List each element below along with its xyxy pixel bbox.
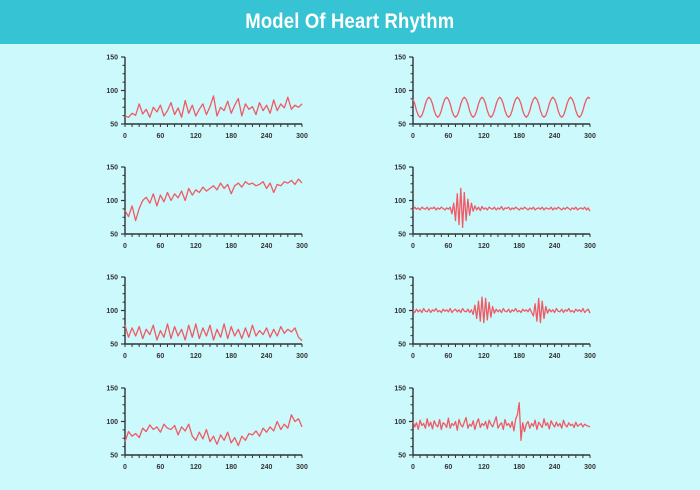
- chart-right-3: 50 100 150 0 60 120 180 240 300: [394, 275, 596, 361]
- x-tick-label: 180: [225, 133, 237, 140]
- x-tick-label: 120: [478, 133, 490, 140]
- x-tick-label: 120: [190, 464, 202, 471]
- x-tick-label: 0: [411, 464, 415, 471]
- x-tick-label: 240: [549, 464, 561, 471]
- y-tick-label: 150: [394, 275, 406, 282]
- x-tick-label: 120: [190, 133, 202, 140]
- x-tick-label: 0: [123, 243, 127, 250]
- x-tick-label: 180: [513, 243, 525, 250]
- x-tick-label: 300: [296, 133, 308, 140]
- x-tick-label: 180: [513, 133, 525, 140]
- x-tick-label: 180: [513, 464, 525, 471]
- x-tick-label: 120: [190, 243, 202, 250]
- chart-left-4: 50 100 150 0 60 120 180 240 300: [106, 386, 308, 472]
- page-title: Model Of Heart Rhythm: [245, 10, 455, 33]
- y-tick-label: 150: [106, 275, 118, 282]
- y-tick-label: 50: [398, 232, 406, 239]
- chart-left-3: 50 100 150 0 60 120 180 240 300: [106, 275, 308, 361]
- chart-left-1: 50 100 150 0 60 120 180 240 300: [106, 55, 308, 141]
- y-tick-label: 50: [398, 342, 406, 349]
- x-tick-label: 240: [261, 243, 273, 250]
- x-tick-label: 0: [411, 243, 415, 250]
- x-tick-label: 180: [225, 243, 237, 250]
- x-tick-label: 300: [296, 243, 308, 250]
- y-tick-label: 150: [394, 165, 406, 172]
- series-line: [412, 402, 591, 441]
- chart-right-2: 50 100 150 0 60 120 180 240 300: [394, 165, 596, 251]
- series-line: [412, 296, 591, 324]
- x-tick-label: 60: [157, 133, 165, 140]
- x-tick-label: 0: [411, 133, 415, 140]
- x-tick-label: 120: [478, 464, 490, 471]
- y-tick-label: 50: [110, 342, 118, 349]
- y-tick-label: 150: [106, 386, 118, 393]
- y-tick-label: 100: [394, 88, 406, 95]
- y-tick-label: 100: [106, 308, 118, 315]
- y-tick-label: 150: [106, 165, 118, 172]
- x-tick-label: 240: [261, 464, 273, 471]
- y-tick-label: 50: [110, 232, 118, 239]
- x-tick-label: 300: [296, 464, 308, 471]
- chart-right-1: 50 100 150 0 60 120 180 240 300: [394, 55, 596, 141]
- x-tick-label: 240: [549, 133, 561, 140]
- y-tick-label: 150: [394, 386, 406, 393]
- y-tick-label: 100: [394, 419, 406, 426]
- y-tick-label: 50: [110, 453, 118, 460]
- x-tick-label: 0: [123, 464, 127, 471]
- x-tick-label: 300: [584, 133, 596, 140]
- x-tick-label: 60: [157, 464, 165, 471]
- x-tick-label: 60: [157, 243, 165, 250]
- series-line: [412, 96, 591, 118]
- y-tick-label: 100: [394, 308, 406, 315]
- series-line: [124, 414, 303, 447]
- x-tick-label: 60: [445, 464, 453, 471]
- chart-right-4: 50 100 150 0 60 120 180 240 300: [394, 386, 596, 472]
- x-tick-label: 240: [261, 353, 273, 360]
- x-tick-label: 120: [478, 353, 490, 360]
- x-tick-label: 240: [549, 353, 561, 360]
- y-tick-label: 50: [398, 122, 406, 129]
- x-tick-label: 120: [478, 243, 490, 250]
- y-tick-label: 150: [394, 55, 406, 62]
- x-tick-label: 240: [549, 243, 561, 250]
- y-tick-label: 100: [106, 419, 118, 426]
- header-bar: Model Of Heart Rhythm: [0, 0, 700, 44]
- y-tick-label: 100: [394, 198, 406, 205]
- y-tick-label: 100: [106, 198, 118, 205]
- series-line: [124, 178, 303, 222]
- series-line: [412, 187, 591, 228]
- x-tick-label: 300: [584, 353, 596, 360]
- y-tick-label: 50: [398, 453, 406, 460]
- x-tick-label: 240: [261, 133, 273, 140]
- y-tick-label: 50: [110, 122, 118, 129]
- x-tick-label: 180: [513, 353, 525, 360]
- x-tick-label: 300: [584, 243, 596, 250]
- x-tick-label: 300: [296, 353, 308, 360]
- x-tick-label: 180: [225, 464, 237, 471]
- x-tick-label: 60: [157, 353, 165, 360]
- x-tick-label: 60: [445, 133, 453, 140]
- x-tick-label: 180: [225, 353, 237, 360]
- series-line: [124, 323, 303, 342]
- x-tick-label: 60: [445, 243, 453, 250]
- x-tick-label: 120: [190, 353, 202, 360]
- x-tick-label: 60: [445, 353, 453, 360]
- x-tick-label: 300: [584, 464, 596, 471]
- x-tick-label: 0: [123, 133, 127, 140]
- x-tick-label: 0: [123, 353, 127, 360]
- y-tick-label: 100: [106, 88, 118, 95]
- y-tick-label: 150: [106, 55, 118, 62]
- series-line: [124, 95, 303, 118]
- chart-left-2: 50 100 150 0 60 120 180 240 300: [106, 165, 308, 251]
- x-tick-label: 0: [411, 353, 415, 360]
